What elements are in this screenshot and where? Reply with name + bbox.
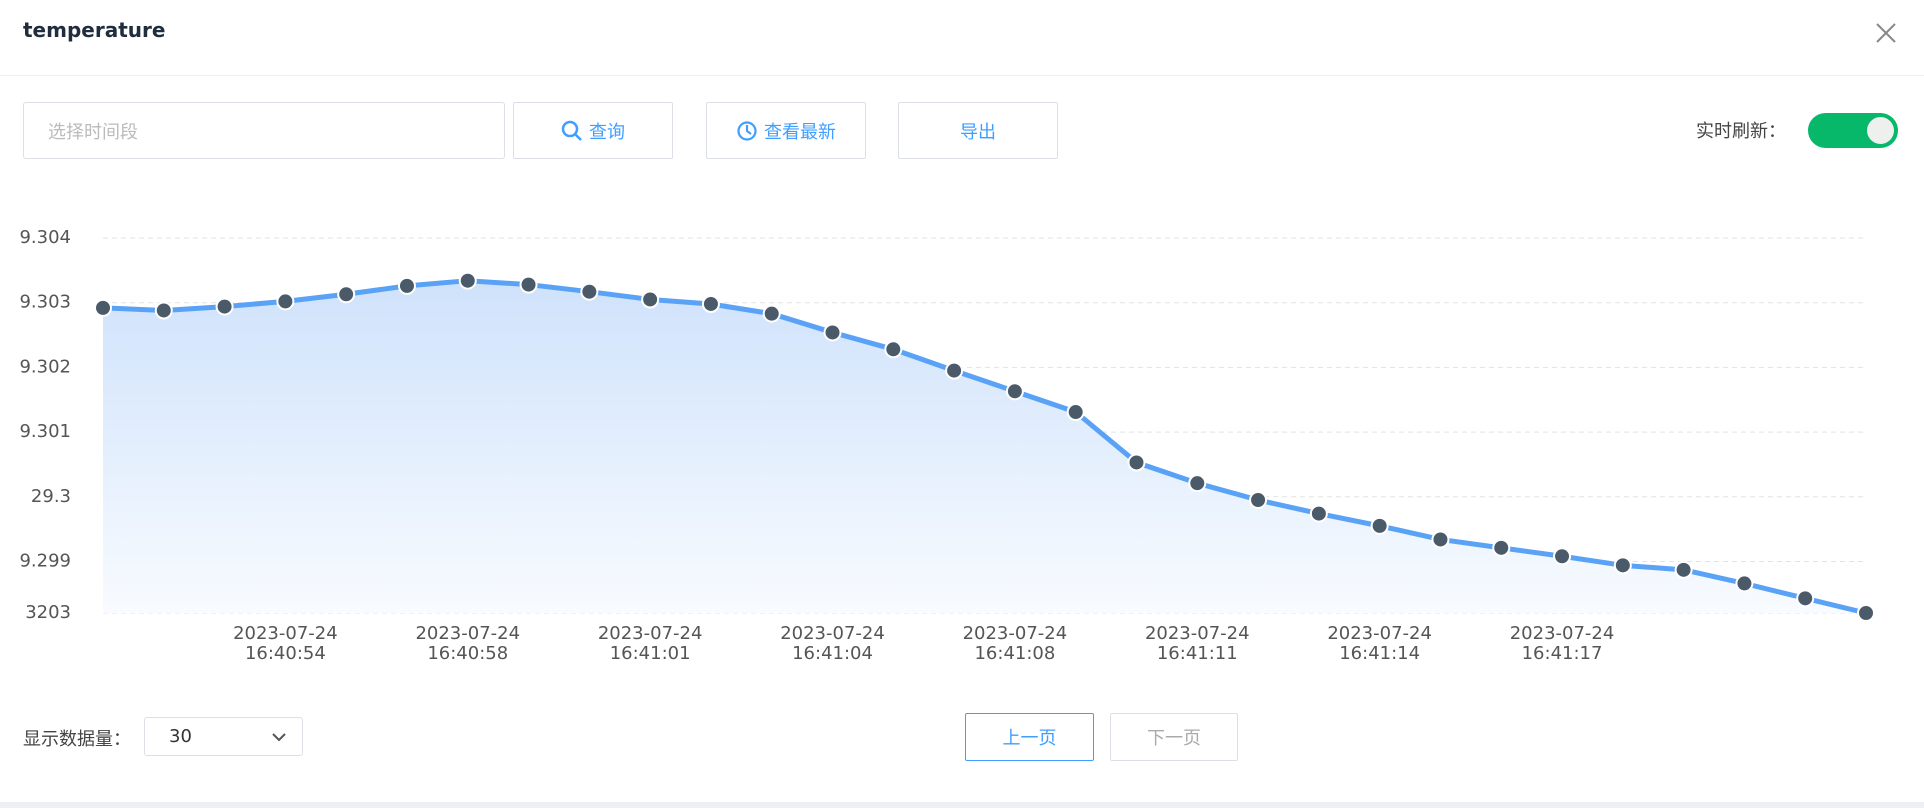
- point: [1370, 516, 1389, 535]
- realtime-toggle[interactable]: [1808, 113, 1898, 148]
- export-button[interactable]: 导出: [898, 102, 1058, 159]
- point: [1249, 490, 1268, 509]
- point: [641, 290, 660, 309]
- point: [1066, 403, 1085, 422]
- point: [276, 292, 295, 311]
- y-tick-label: 9.304: [19, 227, 71, 248]
- x-tick-label: 2023-07-24 16:41:17: [1509, 623, 1615, 664]
- refresh-icon: [737, 120, 757, 141]
- button-label: 查询: [589, 121, 625, 143]
- point: [1674, 560, 1693, 579]
- y-tick-label: 3203: [25, 602, 71, 623]
- point: [458, 271, 477, 290]
- latest-button[interactable]: 查看最新: [706, 102, 866, 159]
- bottom-strip: [0, 802, 1924, 808]
- point: [1553, 547, 1572, 566]
- point: [215, 297, 234, 316]
- x-tick-label: 2023-07-24 16:41:08: [962, 623, 1068, 664]
- y-tick-label: 9.303: [19, 292, 71, 313]
- x-tick-label: 2023-07-24 16:40:58: [415, 623, 521, 664]
- x-tick-label: 2023-07-24 16:41:11: [1144, 623, 1250, 664]
- prev-page-button[interactable]: 上一页: [965, 713, 1094, 761]
- area: [103, 280, 1866, 613]
- toggle-knob: [1867, 117, 1894, 144]
- point: [1796, 589, 1815, 608]
- realtime-label: 实时刷新：: [1696, 121, 1786, 142]
- point: [1857, 604, 1875, 622]
- close-icon[interactable]: [1874, 21, 1898, 45]
- divider: [0, 75, 1924, 76]
- search-icon: [561, 120, 582, 141]
- y-tick-label: 29.3: [31, 486, 71, 507]
- button-label: 上一页: [1002, 728, 1057, 749]
- point: [1188, 474, 1207, 493]
- point: [1492, 538, 1511, 557]
- line: [102, 278, 1867, 616]
- next-page-button[interactable]: 下一页: [1110, 713, 1238, 761]
- point: [154, 301, 173, 320]
- dialog-title: temperature: [23, 18, 166, 42]
- y-tick-label: 9.299: [19, 550, 71, 571]
- y-tick-label: 9.301: [19, 421, 71, 442]
- query-button[interactable]: 查询: [513, 102, 673, 159]
- point: [94, 298, 112, 317]
- point: [762, 304, 781, 323]
- select-value: 30: [169, 726, 192, 747]
- point: [884, 340, 903, 359]
- point: [1735, 574, 1754, 593]
- point: [1431, 530, 1450, 549]
- point: [580, 282, 599, 301]
- point: [1309, 504, 1328, 523]
- button-label: 下一页: [1147, 728, 1201, 749]
- x-tick-label: 2023-07-24 16:40:54: [233, 623, 338, 664]
- x-tick-label: 2023-07-24 16:41:04: [780, 623, 885, 664]
- chevron-icon: [272, 733, 286, 742]
- button-label: 查看最新: [764, 121, 836, 143]
- button-label: 导出: [960, 121, 996, 143]
- point: [823, 323, 842, 342]
- point: [1127, 453, 1146, 472]
- x-tick-label: 2023-07-24 16:41:14: [1327, 623, 1432, 664]
- count-select[interactable]: 30: [144, 717, 303, 756]
- x-tick-label: 2023-07-24 16:41:01: [597, 623, 703, 664]
- placeholder: 选择时间段: [48, 121, 138, 143]
- chart: 9.304 9.303 9.302 9.301 29.3 9.299 3203: [19, 227, 1875, 623]
- y-tick-label: 9.302: [19, 356, 71, 377]
- point: [519, 275, 538, 294]
- count-label: 显示数据量：: [23, 729, 131, 750]
- point: [337, 285, 356, 304]
- point: [397, 276, 416, 295]
- point: [1005, 382, 1024, 401]
- time-range-input[interactable]: 选择时间段: [23, 102, 505, 159]
- point: [945, 361, 964, 380]
- point: [1613, 556, 1632, 575]
- point: [701, 294, 720, 313]
